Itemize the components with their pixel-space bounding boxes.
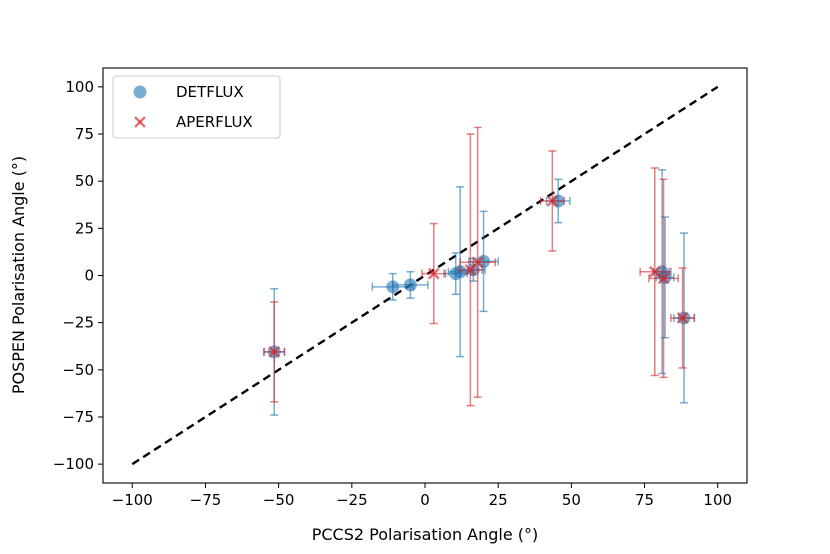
- one-to-one-reference-line: [131, 85, 719, 466]
- series-detflux: [263, 169, 696, 416]
- circle-marker: [403, 278, 417, 292]
- y-tick-label: −25: [62, 314, 94, 332]
- data-point-aperflux: [457, 133, 483, 407]
- y-tick-label: 50: [75, 172, 94, 190]
- x-tick-label: 100: [703, 491, 732, 509]
- legend-x-icon: [134, 116, 146, 128]
- x-tick-label: 25: [489, 491, 508, 509]
- data-point-detflux: [468, 210, 499, 313]
- x-tick-label: −75: [190, 491, 222, 509]
- x-marker: [546, 195, 559, 207]
- data-point-aperflux: [648, 178, 679, 379]
- y-tick-label: −100: [53, 455, 94, 473]
- data-point-aperflux: [263, 301, 286, 403]
- y-tick-label: −50: [62, 361, 94, 379]
- x-tick-label: 50: [562, 491, 581, 509]
- y-tick-label: 100: [65, 78, 94, 96]
- x-marker: [676, 312, 689, 324]
- legend-entry-detflux: DETFLUX: [133, 83, 244, 101]
- data-point-aperflux: [670, 267, 696, 369]
- data-point-detflux: [447, 186, 473, 358]
- y-tick-label: −75: [62, 408, 94, 426]
- x-tick-label: 0: [420, 491, 430, 509]
- y-axis-label: POSPEN Polarisation Angle (°): [9, 156, 28, 394]
- x-marker: [657, 272, 670, 285]
- y-tick-label: 75: [75, 125, 94, 143]
- legend-label: APERFLUX: [176, 113, 253, 131]
- legend-label: DETFLUX: [176, 83, 244, 101]
- circle-marker: [453, 265, 467, 279]
- x-tick-label: −100: [112, 491, 153, 509]
- x-marker: [268, 346, 281, 358]
- x-marker: [648, 265, 661, 278]
- x-axis-label: PCCS2 Polarisation Angle (°): [312, 525, 539, 544]
- y-tick-label: 25: [75, 219, 94, 237]
- y-tick-label: 0: [84, 267, 94, 285]
- legend-box: [112, 75, 281, 139]
- data-point-aperflux: [421, 222, 447, 325]
- series-aperflux: [263, 126, 696, 407]
- x-tick-label: −50: [263, 491, 295, 509]
- legend: DETFLUX APERFLUX: [112, 75, 281, 139]
- data-point-aperflux: [459, 126, 497, 398]
- legend-circle-icon: [133, 85, 147, 99]
- data-point-detflux: [392, 270, 429, 299]
- x-marker: [427, 267, 440, 280]
- x-tick-label: 75: [635, 491, 654, 509]
- legend-entry-aperflux: APERFLUX: [134, 113, 253, 131]
- data-point-aperflux: [539, 150, 565, 252]
- x-tick-label: −25: [336, 491, 368, 509]
- x-marker: [471, 256, 484, 269]
- data-point-aperflux: [639, 167, 671, 377]
